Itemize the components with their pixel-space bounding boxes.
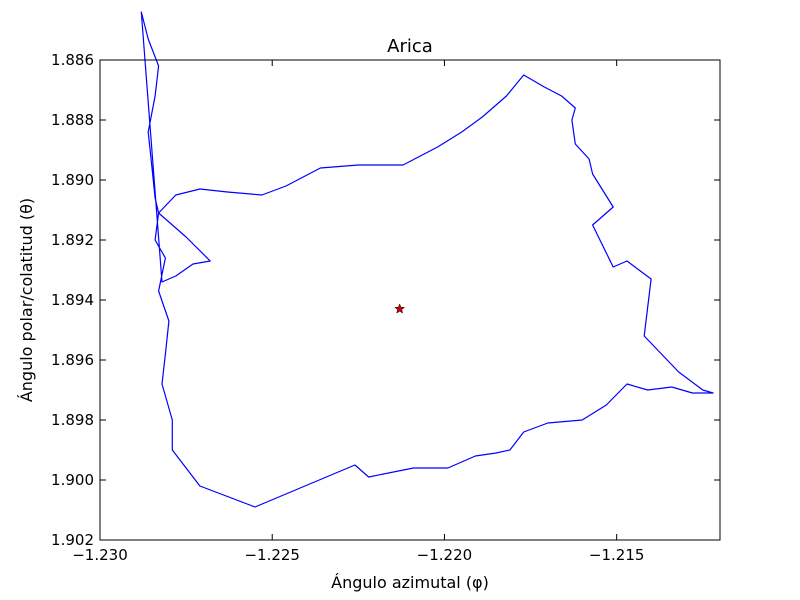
plot-area (100, 60, 720, 540)
y-tick-label: 1.886 (51, 51, 94, 69)
y-tick-label: 1.894 (51, 291, 94, 309)
marker-layer (394, 303, 406, 314)
chart-title: Arica (387, 36, 433, 57)
y-tick-label: 1.896 (51, 351, 94, 369)
series-layer (140, 11, 714, 508)
x-tick-label: −1.220 (417, 546, 473, 564)
x-axis-label: Ángulo azimutal (φ) (331, 573, 489, 592)
y-tick-label: 1.892 (51, 231, 94, 249)
series-line-0 (140, 11, 714, 508)
x-tick-label: −1.225 (244, 546, 300, 564)
x-tick-label: −1.230 (72, 546, 128, 564)
y-tick-label: 1.888 (51, 111, 94, 129)
x-axis: −1.230 −1.225 −1.220 −1.215 (72, 60, 644, 564)
y-axis-label: Ángulo polar/colatitud (θ) (17, 198, 36, 402)
y-tick-label: 1.900 (51, 471, 94, 489)
y-tick-label: 1.898 (51, 411, 94, 429)
center-star-marker (394, 303, 406, 314)
y-tick-label: 1.902 (51, 531, 94, 549)
x-tick-label: −1.215 (589, 546, 645, 564)
y-axis: 1.886 1.888 1.890 1.892 1.894 1.896 1.898 1.900… (51, 51, 720, 549)
y-tick-label: 1.890 (51, 171, 94, 189)
